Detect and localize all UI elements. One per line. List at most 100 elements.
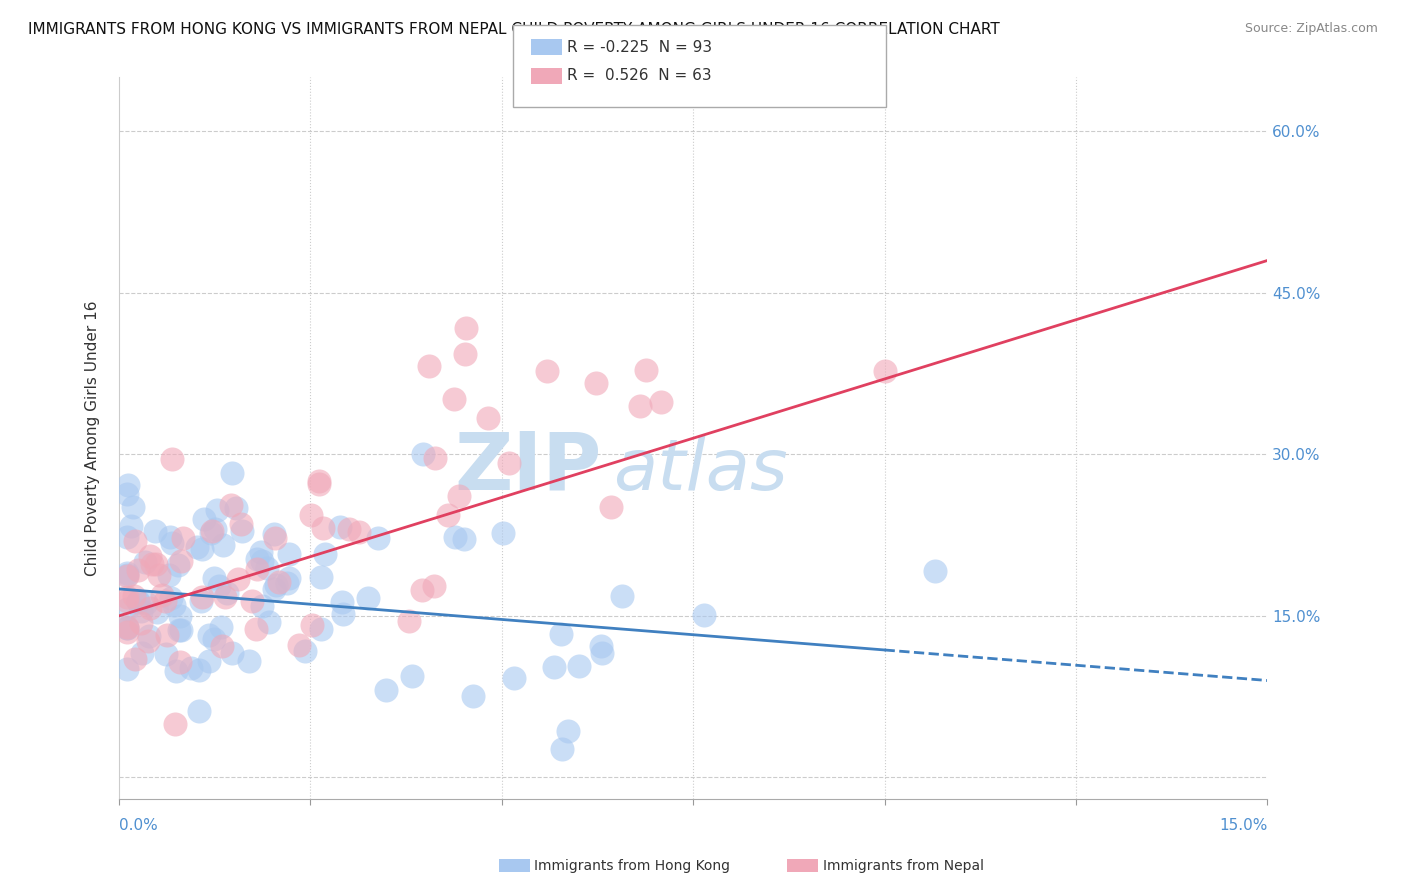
Point (401, 669, 423, 683)
Point (169, 655, 191, 669)
Point (264, 578, 287, 592)
Point (115, 590, 138, 604)
Point (150, 588, 173, 602)
Point (163, 716, 186, 731)
Point (278, 547, 301, 561)
Point (138, 629, 160, 643)
Point (423, 579, 446, 593)
Point (214, 590, 236, 604)
Point (332, 607, 354, 622)
Point (211, 640, 233, 654)
Point (453, 533, 475, 547)
Point (374, 682, 396, 697)
Point (180, 661, 202, 675)
Text: 0.0%: 0.0% (120, 818, 157, 833)
Point (498, 456, 520, 470)
Point (131, 646, 153, 660)
Point (200, 526, 222, 541)
Point (127, 595, 149, 609)
Point (155, 648, 177, 662)
Point (190, 594, 212, 608)
Text: Immigrants from Hong Kong: Immigrants from Hong Kong (534, 859, 730, 873)
Point (357, 591, 380, 605)
Point (143, 524, 166, 538)
Point (589, 639, 612, 653)
Point (157, 567, 180, 582)
Point (165, 665, 187, 679)
Point (191, 590, 214, 604)
Point (600, 500, 623, 515)
Point (202, 571, 225, 585)
Point (135, 596, 157, 610)
Point (308, 474, 330, 488)
Point (628, 400, 651, 414)
Point (299, 508, 322, 522)
Point (205, 503, 228, 517)
Text: Source: ZipAtlas.com: Source: ZipAtlas.com (1244, 22, 1378, 36)
Point (423, 450, 446, 465)
Point (122, 589, 145, 603)
Point (115, 662, 138, 676)
Point (411, 582, 433, 597)
Point (169, 608, 191, 623)
Point (454, 347, 477, 361)
Point (449, 489, 471, 503)
Point (139, 549, 162, 564)
Point (585, 376, 607, 391)
Point (124, 533, 146, 548)
Point (187, 663, 209, 677)
Point (444, 530, 467, 544)
Point (367, 532, 389, 546)
Point (288, 638, 311, 652)
Point (263, 582, 285, 597)
Point (492, 525, 515, 540)
Point (250, 554, 273, 568)
Point (121, 500, 143, 515)
Point (198, 655, 221, 669)
Point (115, 569, 138, 583)
Point (198, 628, 221, 642)
Point (201, 524, 224, 538)
Point (129, 604, 152, 618)
Point (145, 557, 167, 571)
Point (115, 621, 138, 635)
Point (263, 526, 285, 541)
Point (314, 547, 336, 561)
Point (924, 564, 946, 578)
Point (543, 660, 565, 674)
Text: atlas: atlas (613, 436, 787, 505)
Point (294, 644, 316, 658)
Point (267, 575, 290, 590)
Point (115, 530, 138, 544)
Point (610, 589, 633, 603)
Point (148, 568, 170, 582)
Text: IMMIGRANTS FROM HONG KONG VS IMMIGRANTS FROM NEPAL CHILD POVERTY AMONG GIRLS UND: IMMIGRANTS FROM HONG KONG VS IMMIGRANTS … (28, 22, 1000, 37)
Point (221, 466, 243, 480)
Point (309, 570, 332, 584)
Point (188, 705, 211, 719)
Point (536, 364, 558, 378)
Point (568, 658, 591, 673)
Point (146, 605, 169, 619)
Point (277, 571, 299, 585)
Point (120, 519, 142, 533)
Point (311, 622, 333, 636)
Point (443, 392, 465, 407)
Point (238, 653, 260, 667)
Point (551, 742, 574, 756)
Point (249, 545, 271, 559)
Text: R =  0.526  N = 63: R = 0.526 N = 63 (567, 69, 711, 83)
Point (160, 591, 183, 605)
Point (347, 525, 370, 540)
Point (246, 561, 269, 575)
Point (115, 567, 138, 582)
Point (245, 622, 267, 636)
Point (208, 579, 231, 593)
Point (167, 558, 190, 572)
Point (693, 607, 716, 622)
Point (141, 558, 163, 572)
Point (115, 601, 138, 615)
Point (156, 628, 179, 642)
Point (461, 690, 484, 704)
Point (209, 620, 232, 634)
